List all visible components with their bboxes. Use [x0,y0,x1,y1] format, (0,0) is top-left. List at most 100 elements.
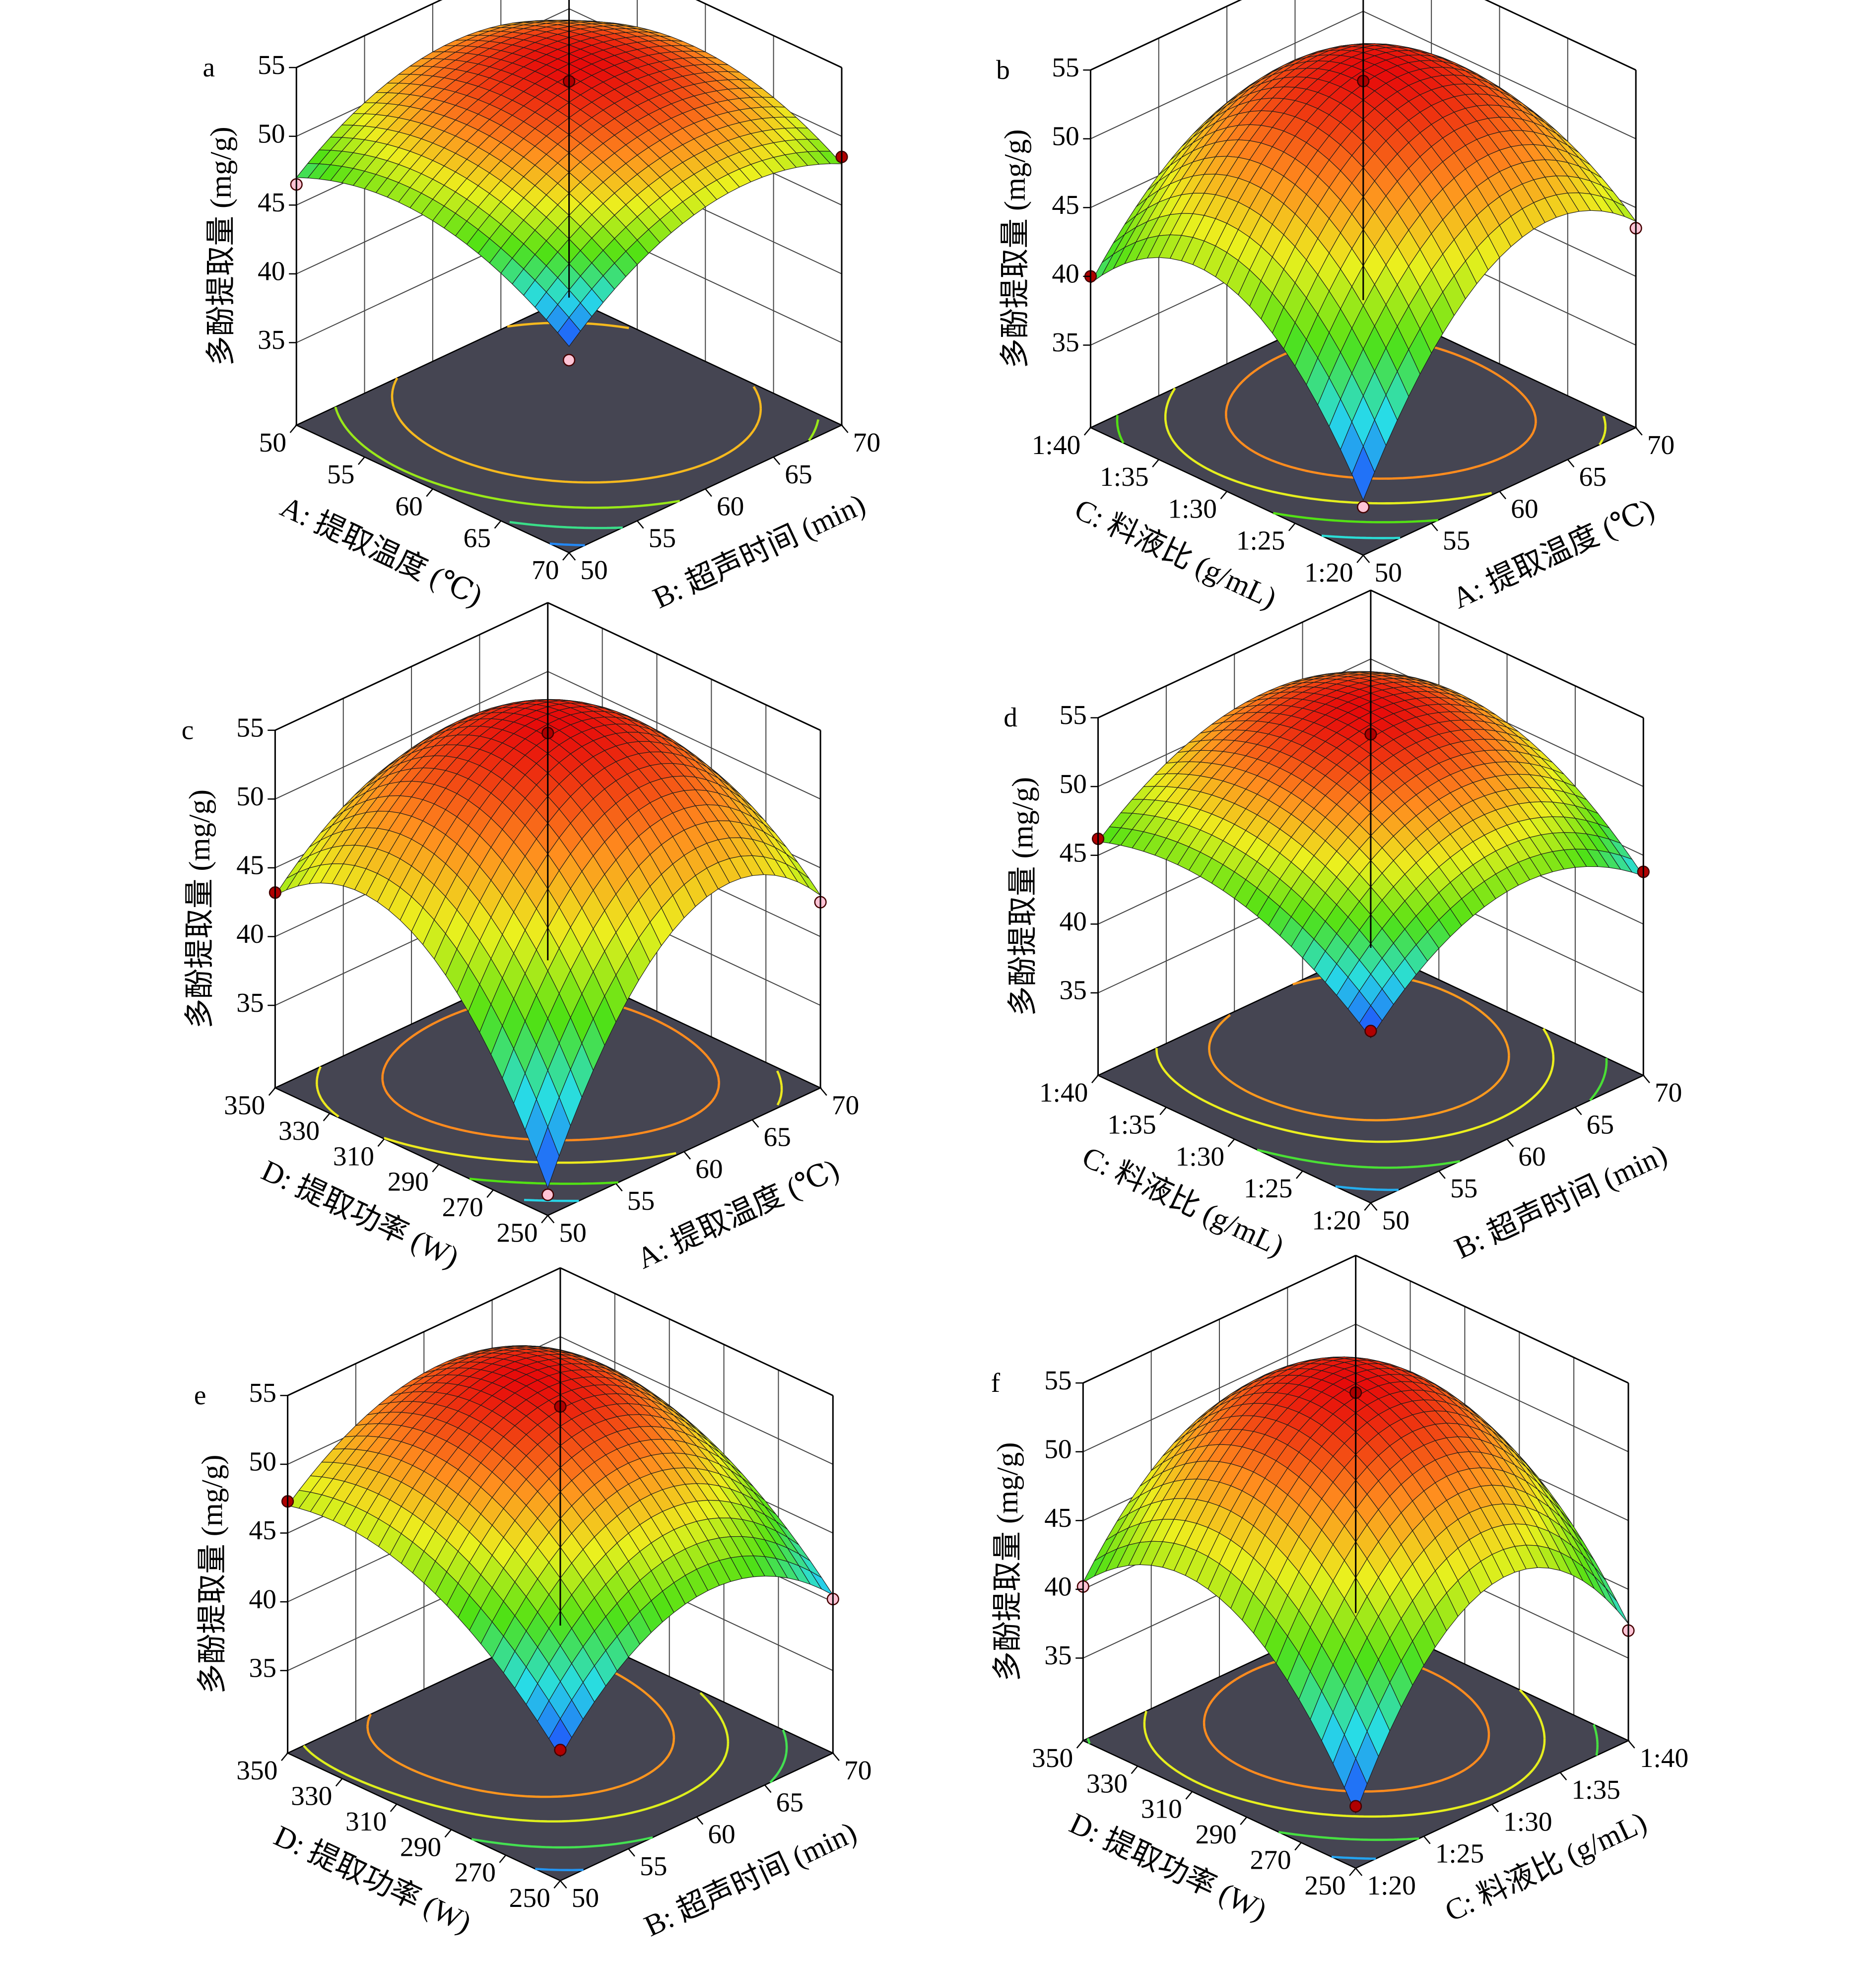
x-tick [1152,459,1159,468]
y-tick-label: 55 [1443,525,1470,556]
contour-line [549,542,585,547]
x-tick-label: 290 [1196,1819,1237,1849]
y-tick-label: 60 [1511,493,1538,523]
y-tick [1431,523,1438,531]
panel: 35 40 45 50 55 1:40 1:35 1:30 1:25 1:20 50 55 60 65 70… [996,0,1675,615]
z-axis-title: 多酚提取量 (mg/g) [183,789,216,1029]
z-tick-label: 40 [1044,1571,1072,1602]
x-tick-label: 250 [496,1217,537,1247]
z-tick-label: 45 [236,850,264,880]
x-tick [562,552,570,561]
z-tick-label: 35 [236,987,264,1018]
y-tick [751,1119,759,1128]
y-tick [1635,427,1643,436]
x-tick-label: 290 [388,1167,429,1197]
x-tick-label: 1:35 [1100,461,1149,492]
y-tick [1499,491,1507,500]
y-tick-label: 60 [717,491,744,521]
y-tick-label: 65 [763,1122,791,1152]
x-tick-label: 1:40 [1039,1077,1088,1108]
y-tick [547,1215,555,1224]
z-tick-label: 45 [1052,190,1079,220]
design-point [541,1188,554,1201]
y-tick [1362,555,1370,563]
y-tick [773,457,781,465]
y-tick [832,1753,840,1761]
contour-line [334,406,819,509]
y-tick-label: 70 [844,1755,871,1785]
panel: 35 40 45 50 55 1:40 1:35 1:30 1:25 1:20 50 55 60 65 70… [1004,589,1682,1265]
y-tick-label: 60 [695,1154,723,1184]
x-tick [281,1753,288,1761]
z-tick-label: 40 [1059,906,1086,936]
y-tick [820,1087,827,1096]
y-tick [683,1151,691,1160]
x-tick-label: 55 [327,459,354,489]
y-axis-title: A: 提取温度 (℃) [1447,493,1659,615]
x-tick [432,1164,439,1173]
x-tick-label: 1:20 [1312,1205,1361,1235]
y-tick-label: 65 [776,1787,804,1817]
x-tick [553,1880,561,1889]
y-tick [764,1784,772,1793]
contour-line [1321,534,1401,539]
z-tick-label: 35 [258,325,285,355]
contour-line [1257,1058,1608,1169]
y-tick-label: 70 [1655,1077,1682,1108]
x-tick [1131,1765,1139,1774]
contour-line [535,1868,584,1872]
x-tick-label: 270 [442,1192,483,1222]
y-tick-label: 1:35 [1571,1774,1620,1805]
z-tick-label: 40 [236,918,264,949]
panel-letter: a [203,52,215,82]
y-axis-title: B: 超声时间 (min) [639,1816,862,1943]
x-tick [1091,1075,1099,1084]
x-tick-label: 330 [1086,1768,1128,1798]
box-edge [1484,0,1636,71]
design-point [554,1744,567,1757]
y-tick-label: 70 [1647,430,1675,460]
x-tick-label: 1:25 [1244,1173,1293,1203]
contour-line [1208,973,1510,1121]
panel-letter: d [1004,702,1017,732]
contour-line [509,521,623,529]
x-tick-label: 310 [345,1806,387,1836]
design-point [563,354,576,367]
x-tick-label: 290 [400,1831,441,1862]
y-tick [1506,1138,1514,1147]
y-tick [1567,459,1575,468]
surface-facet [536,1126,560,1189]
y-tick [1491,1804,1499,1813]
x-tick-label: 270 [455,1857,496,1888]
x-tick-label: 1:40 [1032,430,1081,460]
z-tick-label: 45 [1044,1503,1072,1533]
x-tick [289,424,297,433]
z-tick-label: 45 [258,187,285,217]
y-tick-label: 50 [580,555,607,585]
z-tick-label: 50 [1052,121,1079,151]
x-tick [335,1778,343,1787]
y-tick-label: 60 [708,1819,735,1849]
y-tick [1574,1107,1582,1115]
x-tick [1220,491,1228,500]
contour-line [1164,388,1607,505]
x-tick-label: 330 [278,1115,320,1146]
x-tick [1240,1817,1247,1825]
z-tick-label: 55 [1052,52,1079,82]
x-tick-label: 270 [1250,1845,1291,1875]
y-tick [841,424,849,433]
design-point [1364,1025,1377,1038]
surface-facet [1351,445,1375,501]
design-point [1349,1800,1362,1813]
x-tick [1227,1138,1235,1147]
x-tick-label: 310 [333,1141,374,1171]
z-tick-label: 40 [1052,259,1079,289]
surface-facet [557,317,581,347]
x-tick [499,1854,507,1863]
panel: 35 40 45 50 55 50 55 60 65 70 50 55 60 65 70 A: 提取温度 (℃… [203,0,880,615]
y-tick [1370,1202,1378,1211]
z-tick-label: 50 [236,781,264,811]
z-tick-label: 45 [249,1515,276,1545]
x-tick-label: 65 [464,523,491,553]
